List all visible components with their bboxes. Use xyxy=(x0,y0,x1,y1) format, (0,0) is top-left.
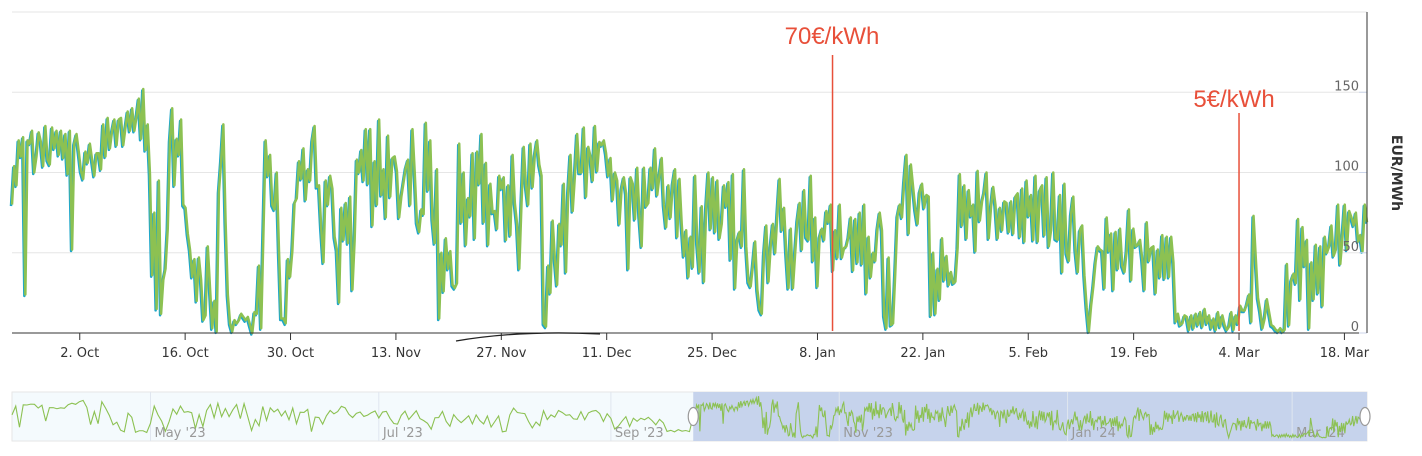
navigator-label: Jul '23 xyxy=(382,426,423,441)
navigator[interactable]: May '23 Jul '23 Sep '23 Nov '23 Jan '24 Mar '… xyxy=(11,391,1371,442)
series-line-secondary xyxy=(9,89,1368,336)
x-tick-label: 30. Oct xyxy=(267,346,314,361)
annotations: 70€/kWh 5€/kWh xyxy=(785,23,1275,331)
x-tick-label: 13. Nov xyxy=(371,346,421,361)
x-tick-label: 18. Mar xyxy=(1320,346,1370,361)
annotation-label: 70€/kWh xyxy=(785,23,880,50)
y-tick-label: 100 xyxy=(1334,160,1359,175)
navigator-selection xyxy=(693,392,1367,441)
navigator-series xyxy=(11,395,1368,440)
x-tick-label: 4. Mar xyxy=(1218,346,1260,361)
x-tick-label: 8. Jan xyxy=(799,346,836,361)
x-tick-label: 27. Nov xyxy=(476,346,526,361)
y-tick-label: 0 xyxy=(1351,320,1359,335)
navigator-handle-left[interactable] xyxy=(687,406,699,427)
navigator-label: Sep '23 xyxy=(615,426,664,441)
x-axis: 2. Oct 16. Oct 30. Oct 13. Nov 27. Nov 11. De… xyxy=(12,332,1370,361)
navigator-handle-right[interactable] xyxy=(1359,406,1371,427)
y-axis: 0 50 100 150 xyxy=(1334,12,1368,335)
x-tick-label: 2. Oct xyxy=(60,346,99,361)
navigator-label: Nov '23 xyxy=(843,426,893,441)
navigator-label: May '23 xyxy=(154,426,205,441)
y-tick-label: 150 xyxy=(1334,79,1359,94)
x-tick-label: 11. Dec xyxy=(582,346,632,361)
x-tick-label: 19. Feb xyxy=(1110,346,1158,361)
y-axis-title: EUR/MWh xyxy=(1388,135,1404,211)
price-series xyxy=(9,87,1369,336)
x-tick-label: 5. Feb xyxy=(1008,346,1048,361)
navigator-label: Mar '24 xyxy=(1296,426,1345,441)
x-tick-label: 25. Dec xyxy=(687,346,737,361)
annotation-label: 5€/kWh xyxy=(1193,86,1274,113)
x-tick-label: 22. Jan xyxy=(900,346,945,361)
x-tick-label: 16. Oct xyxy=(161,346,208,361)
hand-drawn-mark xyxy=(455,332,601,342)
series-line xyxy=(10,87,1369,335)
y-tick-label: 50 xyxy=(1342,240,1359,255)
